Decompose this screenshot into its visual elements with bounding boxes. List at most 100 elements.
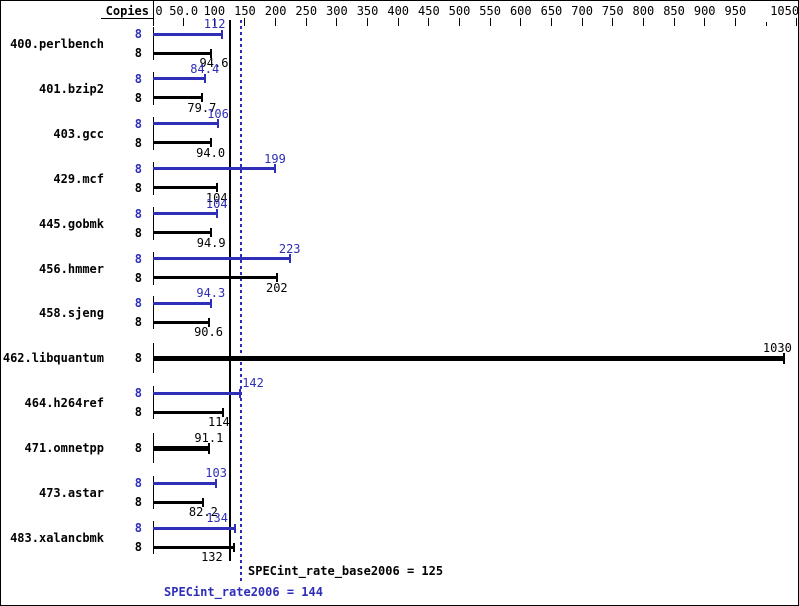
specint-rate2006-annotation: SPECint_rate2006 = 144 [164,585,323,599]
result-bar-endcap [234,523,237,533]
x-tick-label: 400 [387,4,410,18]
group-axis-segment [153,71,154,105]
result-bar [153,526,236,530]
result-bar-endcap [202,497,205,507]
benchmark-label: 403.gcc [53,126,104,141]
x-tick [305,18,307,26]
copies-value: 8 [134,495,142,510]
result-bar [153,212,217,216]
result-bar [153,301,211,305]
benchmark-label: 458.sjeng [38,306,104,321]
y-axis-header-separator [153,1,154,26]
x-tick-label: 1050 [770,4,799,18]
copies-value: 8 [134,90,142,105]
result-bar-endcap [273,164,276,174]
specint-rate-base2006-annotation: SPECint_rate_base2006 = 125 [248,564,444,578]
result-bar [153,320,209,324]
x-tick-label: 750 [601,4,624,18]
x-tick-label: 950 [724,4,747,18]
x-tick [336,18,338,26]
result-bar [153,167,275,171]
copies-column-header: Copies [105,4,149,18]
result-bar [153,51,211,55]
x-tick-label: 350 [356,4,379,18]
result-value-label: 103 [205,466,227,481]
benchmark-label: 400.perlbench [10,37,104,51]
result-bar-endcap [239,388,242,398]
x-tick [275,18,277,26]
result-value-label: 104 [205,196,228,211]
result-bar [153,500,204,504]
result-value-label: 94.0 [196,145,226,160]
group-axis-segment [153,161,154,195]
x-tick [367,18,369,26]
result-bar-endcap [221,407,224,417]
copies-value: 8 [134,521,142,535]
result-value-label: 132 [201,550,223,564]
result-bar-endcap [209,138,212,148]
result-bar [153,545,234,549]
copies-value: 8 [134,476,142,491]
result-bar [153,32,222,36]
result-bar [153,231,212,235]
benchmark-label: 401.bzip2 [38,81,104,96]
group-axis-segment [153,386,154,420]
x-tick-label: 700 [571,4,593,18]
x-tick [734,18,736,26]
copies-value: 8 [134,46,142,60]
x-tick-label: 0 [155,4,163,18]
result-bar-endcap [207,317,210,327]
result-value-label: 142 [242,376,264,391]
result-bar [153,355,785,361]
result-value-label: 202 [265,280,288,295]
copies-value: 8 [134,27,142,41]
group-axis-segment [153,27,154,60]
benchmark-label: 464.h264ref [24,396,104,411]
copies-value: 8 [134,180,142,195]
result-value-label: 90.6 [194,325,223,340]
result-value-label: 1030 [762,341,792,356]
benchmark-label: 483.xalancbmk [10,531,104,545]
result-bar [153,96,202,100]
benchmark-label: 429.mcf [53,171,104,186]
x-tick [489,18,491,26]
benchmark-label: 456.hmmer [38,261,104,276]
result-bar [153,77,205,81]
x-tick [550,18,552,26]
x-tick [459,18,460,26]
result-value-label: 94.6 [199,56,229,70]
benchmark-label: 473.astar [38,486,104,501]
result-bar-endcap [203,74,206,84]
x-tick-label: 100 [203,4,226,18]
x-tick-label: 600 [509,4,532,18]
x-tick-label: 500 [448,4,471,18]
x-tick [642,18,644,26]
x-tick [765,22,767,26]
copies-value: 8 [134,225,142,240]
result-bar [153,481,217,485]
x-tick [213,18,215,26]
result-bar-endcap [209,48,212,58]
x-tick-label: 900 [693,4,716,18]
x-tick [397,18,399,26]
result-bar [153,257,290,261]
result-value-label: 134 [206,511,228,525]
result-bar-endcap [783,352,786,364]
x-tick [244,18,246,26]
reference-line-peak [240,20,243,583]
result-bar-endcap [200,93,203,103]
copies-value: 8 [134,351,142,366]
group-axis-segment [153,296,154,330]
result-bar-endcap [215,209,218,219]
result-bar-endcap [215,478,218,488]
x-tick-label: 150 [234,4,256,18]
benchmark-label: 445.gobmk [38,216,104,231]
x-tick-label: 800 [632,4,655,18]
group-axis-segment [153,116,154,150]
x-tick-label: 850 [663,4,685,18]
result-value-label: 84.4 [190,61,220,76]
result-value-label: 104 [205,190,228,205]
x-tick [428,18,430,26]
result-bar-endcap [215,183,218,193]
